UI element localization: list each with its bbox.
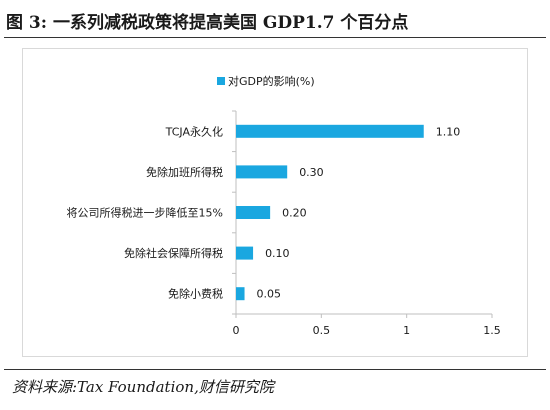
legend-swatch: [217, 77, 225, 85]
bar: [236, 246, 254, 260]
figure-title: 图 3: 一系列减税政策将提高美国 GDP1.7 个百分点: [6, 13, 409, 33]
bar: [236, 124, 424, 138]
x-tick-label: 0.5: [313, 324, 331, 337]
chart-frame: 对GDP的影响(%) 0 0.5 1 1.5 TCJA永久化 1.10 免除加班所得税 0.30…: [22, 48, 528, 357]
bar: [236, 206, 271, 219]
data-label: 0.30: [299, 166, 324, 179]
x-tick-label: 0: [233, 324, 240, 337]
category-label: 免除社会保障所得税: [124, 246, 223, 260]
title-rule: [4, 37, 546, 38]
data-label: 0.05: [257, 288, 282, 301]
data-label: 1.10: [436, 125, 461, 138]
source-rule: [4, 369, 546, 370]
legend-label: 对GDP的影响(%): [228, 74, 315, 88]
x-tick-label: 1.5: [483, 324, 501, 337]
category-label: 免除加班所得税: [146, 165, 223, 179]
bar-chart: 对GDP的影响(%) 0 0.5 1 1.5 TCJA永久化 1.10 免除加班所得税 0.30…: [67, 74, 501, 337]
bar: [236, 287, 245, 301]
data-label: 0.20: [282, 207, 307, 220]
bar: [236, 165, 288, 179]
x-tick-label: 1: [403, 324, 410, 337]
category-label: TCJA永久化: [165, 124, 223, 138]
category-label: 免除小费税: [168, 287, 223, 301]
data-label: 0.10: [265, 247, 290, 260]
category-label: 将公司所得税进一步降低至15%: [67, 206, 223, 220]
source-note: 资料来源:Tax Foundation,财信研究院: [12, 378, 274, 396]
